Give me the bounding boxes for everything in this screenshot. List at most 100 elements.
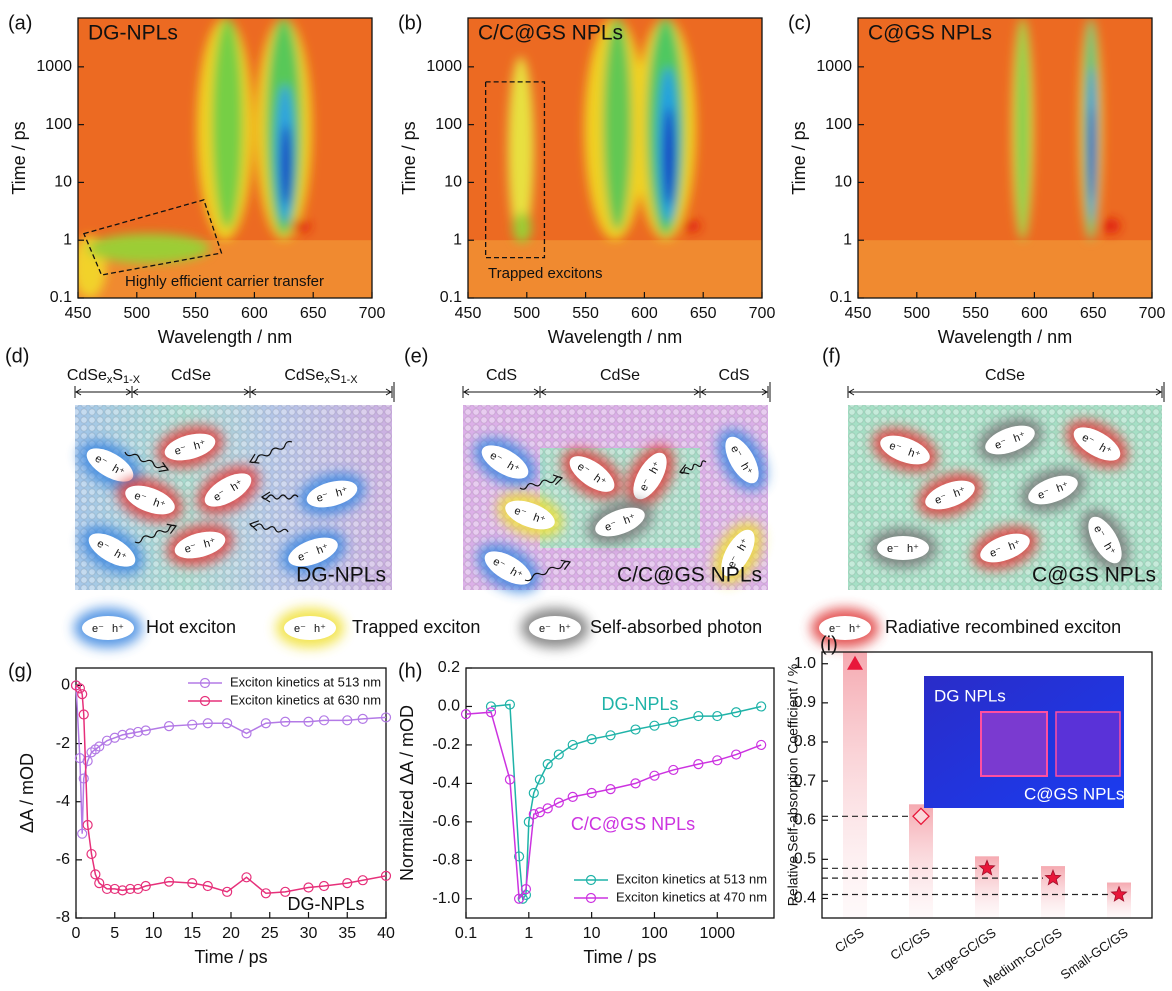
hole-label: h⁺	[591, 472, 608, 489]
segment-label: CdSe	[171, 367, 211, 384]
signal-band	[663, 107, 675, 206]
y-tick-label: -0.6	[432, 813, 460, 830]
exciton: e⁻h⁺	[497, 492, 563, 538]
x-tick-label: Small-GC/GS	[1058, 925, 1131, 983]
exciton: e⁻h⁺	[1080, 508, 1130, 572]
data-point	[504, 774, 516, 785]
data-point	[86, 848, 97, 860]
data-point	[485, 701, 497, 712]
transfer-arrow	[260, 491, 299, 503]
segment-label-part: S	[112, 367, 123, 384]
exciton: e⁻h⁺	[811, 608, 879, 648]
exciton-core	[88, 533, 136, 567]
transfer-arrow	[248, 520, 289, 533]
y-axis-label: Time / ps	[9, 121, 29, 194]
data-point	[513, 851, 525, 862]
hole-label: h⁺	[229, 478, 245, 494]
transfer-arrow	[124, 451, 170, 473]
exciton-core	[204, 473, 252, 507]
y-tick-label: 0.4	[794, 890, 816, 907]
panel-label: (f)	[822, 345, 841, 367]
hole-label: h⁺	[314, 623, 326, 635]
dimension-arrow	[699, 386, 769, 398]
annotation: DG-NPLs	[287, 894, 364, 914]
legend-label: Exciton kinetics at 513 nm	[616, 871, 767, 886]
x-tick-label: 100	[641, 925, 668, 942]
marker	[912, 807, 930, 826]
exciton-core	[481, 445, 529, 479]
series-line	[490, 703, 762, 901]
heatmap	[468, 18, 762, 298]
electron-label: e⁻	[1080, 432, 1096, 448]
data-point	[731, 707, 742, 718]
data-point	[318, 880, 330, 892]
electron-label: e⁻	[887, 543, 899, 555]
legend-label: Trapped exciton	[352, 617, 480, 637]
data-point	[260, 888, 271, 899]
y-tick-label: 0.2	[438, 659, 460, 676]
exciton-core	[1088, 516, 1122, 564]
exciton-core	[288, 537, 338, 567]
exciton: e⁻h⁺	[476, 543, 540, 593]
hole-label: h⁺	[622, 512, 637, 527]
inset-label: DG NPLs	[934, 686, 1006, 705]
x-axis-label: Wavelength / nm	[548, 327, 682, 347]
signal-band	[87, 233, 210, 264]
hole-label: h⁺	[112, 548, 128, 564]
data-point	[132, 726, 144, 738]
data-point	[101, 883, 113, 895]
x-tick-label: 450	[455, 305, 482, 322]
legend-label: Hot exciton	[146, 617, 236, 637]
x-tick-label: 700	[1139, 305, 1166, 322]
panel-title: C@GS NPLs	[868, 22, 992, 45]
electron-label: e⁻	[1091, 524, 1107, 540]
segment-label: CdSe	[600, 367, 640, 384]
annotation-box	[484, 81, 546, 259]
x-tick-label: 700	[359, 305, 386, 322]
y-axis-label: Normalized ΔA / mOD	[397, 705, 417, 881]
data-point	[82, 819, 93, 831]
data-point	[756, 701, 767, 712]
signal-band	[280, 124, 292, 206]
exciton: e⁻h⁺	[521, 608, 589, 648]
electron-label: e⁻	[294, 623, 306, 635]
y-tick-label: -0.8	[432, 852, 460, 869]
exciton: e⁻h⁺	[869, 528, 937, 568]
exciton: e⁻h⁺	[166, 523, 234, 567]
transfer-arrow	[134, 523, 178, 544]
hole-label: h⁺	[849, 623, 861, 635]
data-point	[567, 791, 578, 802]
annotation: Highly efficient carrier transfer	[125, 273, 324, 290]
y-tick-label: 0.7	[794, 772, 816, 789]
y-tick-label: 10	[54, 174, 72, 191]
segment-label: CdS	[486, 367, 517, 384]
electron-label: e⁻	[133, 490, 148, 505]
y-tick-label: 0	[61, 677, 70, 694]
signal-band	[1101, 218, 1121, 234]
x-tick-label: 500	[903, 305, 930, 322]
data-point	[712, 710, 723, 722]
segment-label-part: CdS	[718, 367, 749, 384]
data-point	[222, 718, 233, 729]
marker	[847, 655, 863, 670]
y-axis-label: Time / ps	[399, 121, 419, 194]
diagram-label: C@GS NPLs	[1032, 564, 1156, 587]
data-point	[630, 724, 641, 735]
y-tick-label: -4	[56, 793, 70, 810]
exciton: e⁻h⁺	[1020, 467, 1086, 513]
y-tick-label: 1000	[816, 58, 852, 75]
dimension-arrow	[462, 386, 541, 398]
hole-label: h⁺	[315, 542, 330, 557]
x-tick-label: C/C/GS	[887, 925, 933, 963]
electron-label: e⁻	[1036, 487, 1051, 502]
plot-frame	[467, 17, 763, 299]
data-point	[94, 878, 105, 889]
data-point	[117, 729, 128, 740]
x-tick-label: 0.1	[455, 925, 477, 942]
exciton: e⁻h⁺	[561, 448, 623, 500]
exciton-core	[125, 485, 175, 515]
exciton: e⁻h⁺	[80, 525, 144, 575]
legend-label: Self-absorbed photon	[590, 617, 762, 637]
exciton-core	[721, 529, 755, 577]
data-point	[504, 699, 516, 710]
